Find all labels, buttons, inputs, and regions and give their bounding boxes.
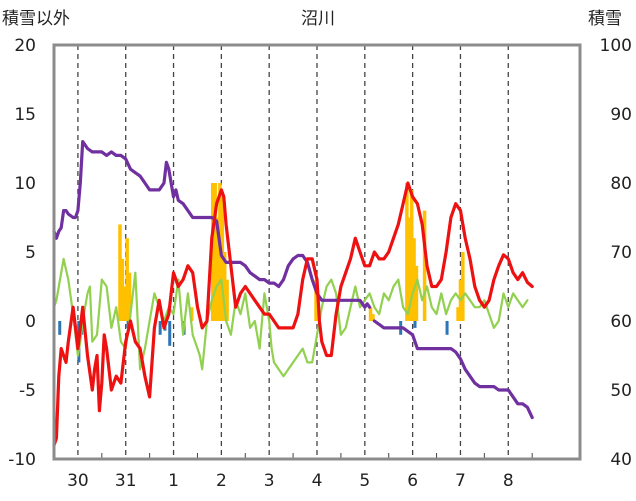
- series-lines: [52, 140, 534, 447]
- series-line-green-1: [52, 257, 529, 378]
- orange-bar-13: [314, 279, 318, 321]
- orange-bar-14: [368, 307, 373, 321]
- orange-bar-22: [456, 307, 460, 321]
- y-right-tick-4: 80: [610, 174, 632, 194]
- y-left-tick-labels: -10 -5 0 5 10 15 20: [8, 36, 36, 470]
- x-tick-2: 1: [168, 471, 179, 491]
- y-right-tick-0: 40: [610, 450, 632, 470]
- y-right-tick-6: 100: [600, 36, 632, 56]
- x-tick-6: 5: [359, 471, 370, 491]
- chart-title: 沼川: [301, 9, 335, 29]
- orange-bar-4: [127, 272, 132, 321]
- x-tick-3: 2: [216, 471, 227, 491]
- y-left-tick-5: 15: [14, 105, 36, 125]
- y-left-axis-label: 積雪以外: [2, 9, 70, 29]
- y-left-tick-4: 10: [14, 174, 36, 194]
- orange-bar-19: [412, 238, 416, 321]
- orange-bar-2: [123, 286, 127, 321]
- x-tick-4: 3: [264, 471, 275, 491]
- orange-bar-1: [120, 258, 125, 321]
- orange-bar-11: [222, 252, 227, 321]
- y-right-tick-labels: 40 50 60 70 80 90 100: [600, 36, 632, 470]
- y-right-tick-5: 90: [610, 105, 632, 125]
- y-left-tick-2: 0: [25, 312, 36, 332]
- y-right-tick-2: 60: [610, 312, 632, 332]
- orange-bar-3: [125, 238, 129, 321]
- y-left-tick-1: -5: [19, 381, 36, 401]
- x-tick-8: 7: [455, 471, 466, 491]
- series-line-purple-2: [52, 140, 372, 309]
- orange-bar-24: [461, 252, 465, 321]
- x-tick-labels: 30 31 1 2 3 4 5 6 7 8: [67, 471, 514, 491]
- orange-bar-7: [213, 183, 217, 321]
- blue-bar-6: [168, 321, 172, 346]
- y-right-tick-3: 70: [610, 243, 632, 263]
- y-right-axis-label: 積雪: [588, 9, 622, 29]
- series-line-red-0: [52, 181, 534, 447]
- blue-bar-10: [445, 321, 449, 335]
- blue-bar-0: [58, 321, 62, 335]
- orange-bar-6: [211, 183, 215, 321]
- y-left-tick-3: 5: [25, 243, 36, 263]
- orange-bar-21: [422, 210, 427, 321]
- orange-bar-0: [118, 224, 122, 321]
- y-left-tick-6: 20: [14, 36, 36, 56]
- x-tick-1: 31: [115, 471, 137, 491]
- x-tick-0: 30: [67, 471, 89, 491]
- orange-bar-12: [225, 279, 229, 321]
- blue-bar-9: [413, 321, 417, 328]
- x-tick-9: 8: [503, 471, 514, 491]
- orange-bar-20: [414, 265, 419, 321]
- orange-bar-18: [409, 189, 414, 321]
- y-right-tick-1: 50: [610, 381, 632, 401]
- plot-frame: [52, 43, 582, 461]
- series-line-purple-3: [372, 319, 534, 420]
- orange-bar-16: [405, 183, 409, 321]
- orange-bar-15: [371, 314, 375, 321]
- orange-bar-5: [189, 307, 194, 321]
- blue-bar-4: [158, 321, 162, 335]
- orange-bar-17: [407, 217, 412, 321]
- y-left-tick-0: -10: [8, 450, 36, 470]
- x-tick-7: 6: [407, 471, 418, 491]
- orange-bar-8: [215, 217, 220, 321]
- x-tick-5: 4: [312, 471, 323, 491]
